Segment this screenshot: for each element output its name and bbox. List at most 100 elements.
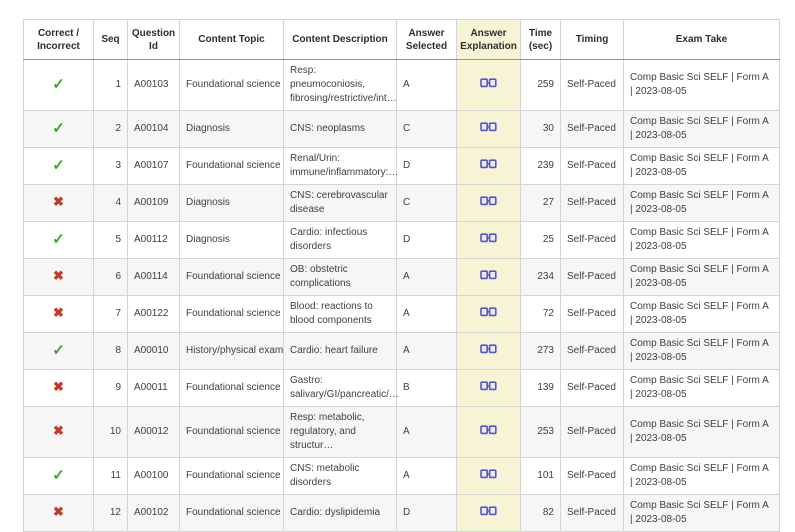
col-header-content-description: Content Description [283, 19, 397, 60]
answer-explanation-cell [456, 147, 521, 185]
question-id-cell: A00122 [127, 295, 180, 333]
answer-explanation-link-icon[interactable] [480, 380, 497, 391]
timing-cell: Self-Paced [560, 295, 624, 333]
answer-selected-cell: A [396, 406, 457, 458]
result-icon: ✖ [53, 423, 64, 438]
content-description-cell: CNS: neoplasms [283, 110, 397, 148]
answer-selected-cell: A [396, 457, 457, 495]
answer-explanation-link-icon[interactable] [480, 77, 497, 88]
answer-explanation-link-icon[interactable] [480, 505, 497, 516]
seq-cell: 12 [93, 494, 128, 532]
time-sec-cell: 25 [520, 221, 561, 259]
answer-explanation-link-icon[interactable] [480, 343, 497, 354]
timing-cell: Self-Paced [560, 369, 624, 407]
correct-incorrect-cell: ✓ [23, 147, 94, 185]
answer-explanation-cell [456, 295, 521, 333]
seq-cell: 9 [93, 369, 128, 407]
answer-explanation-link-icon[interactable] [480, 468, 497, 479]
result-icon: ✖ [53, 194, 64, 209]
answer-selected-cell: B [396, 369, 457, 407]
seq-cell: 4 [93, 184, 128, 222]
correct-incorrect-cell: ✓ [23, 221, 94, 259]
answer-explanation-cell [456, 110, 521, 148]
exam-take-cell: Comp Basic Sci SELF | Form A | 2023-08-0… [623, 406, 780, 458]
correct-incorrect-cell: ✖ [23, 295, 94, 333]
question-id-cell: A00010 [127, 332, 180, 370]
seq-cell: 7 [93, 295, 128, 333]
answer-selected-cell: D [396, 494, 457, 532]
answer-selected-cell: A [396, 332, 457, 370]
table-row: ✓ 1 A00103 Foundational science Resp: pn… [23, 59, 780, 111]
time-sec-cell: 72 [520, 295, 561, 333]
content-topic-cell: Diagnosis [179, 110, 284, 148]
content-topic-cell: Foundational science [179, 406, 284, 458]
answer-selected-cell: C [396, 110, 457, 148]
time-sec-cell: 82 [520, 494, 561, 532]
answer-explanation-cell [456, 184, 521, 222]
exam-take-cell: Comp Basic Sci SELF | Form A | 2023-08-0… [623, 494, 780, 532]
exam-take-cell: Comp Basic Sci SELF | Form A | 2023-08-0… [623, 147, 780, 185]
correct-incorrect-cell: ✓ [23, 332, 94, 370]
exam-take-cell: Comp Basic Sci SELF | Form A | 2023-08-0… [623, 332, 780, 370]
table-header: Correct / Incorrect Seq Question Id Cont… [23, 19, 780, 60]
correct-incorrect-cell: ✖ [23, 369, 94, 407]
content-description-cell: Renal/Urin: immune/inflammatory:… [283, 147, 398, 185]
col-header-exam-take: Exam Take [623, 19, 780, 60]
time-sec-cell: 27 [520, 184, 561, 222]
answer-explanation-link-icon[interactable] [480, 269, 497, 280]
answer-explanation-link-icon[interactable] [480, 306, 497, 317]
content-description-cell: Cardio: heart failure [283, 332, 397, 370]
seq-cell: 8 [93, 332, 128, 370]
timing-cell: Self-Paced [560, 258, 624, 296]
result-icon: ✖ [53, 504, 64, 519]
answer-explanation-link-icon[interactable] [480, 232, 497, 243]
answer-selected-cell: A [396, 59, 457, 111]
correct-incorrect-cell: ✓ [23, 59, 94, 111]
content-topic-cell: Foundational science [179, 494, 284, 532]
seq-cell: 10 [93, 406, 128, 458]
answer-explanation-link-icon[interactable] [480, 121, 497, 132]
question-id-cell: A00104 [127, 110, 180, 148]
time-sec-cell: 239 [520, 147, 561, 185]
content-description-cell: OB: obstetric complications [283, 258, 397, 296]
col-header-time-sec: Time (sec) [520, 19, 561, 60]
content-description-cell: CNS: metabolic disorders [283, 457, 397, 495]
col-header-content-topic: Content Topic [179, 19, 284, 60]
question-id-cell: A00114 [127, 258, 180, 296]
content-description-cell: CNS: cerebrovascular disease [283, 184, 397, 222]
answer-explanation-link-icon[interactable] [480, 424, 497, 435]
correct-incorrect-cell: ✓ [23, 110, 94, 148]
table-row: ✖ 4 A00109 Diagnosis CNS: cerebrovascula… [23, 184, 780, 222]
content-topic-cell: Foundational science [179, 457, 284, 495]
timing-cell: Self-Paced [560, 221, 624, 259]
seq-cell: 11 [93, 457, 128, 495]
content-description-cell: Blood: reactions to blood components [283, 295, 397, 333]
correct-incorrect-cell: ✖ [23, 406, 94, 458]
answer-explanation-cell [456, 221, 521, 259]
result-icon: ✓ [52, 466, 65, 484]
result-icon: ✓ [52, 75, 65, 93]
question-id-cell: A00012 [127, 406, 180, 458]
timing-cell: Self-Paced [560, 147, 624, 185]
exam-take-cell: Comp Basic Sci SELF | Form A | 2023-08-0… [623, 59, 780, 111]
timing-cell: Self-Paced [560, 494, 624, 532]
table-body: ✓ 1 A00103 Foundational science Resp: pn… [23, 59, 780, 532]
answer-explanation-cell [456, 494, 521, 532]
content-topic-cell: History/physical exam [179, 332, 284, 370]
answer-explanation-link-icon[interactable] [480, 158, 497, 169]
seq-cell: 5 [93, 221, 128, 259]
answer-selected-cell: A [396, 295, 457, 333]
exam-take-cell: Comp Basic Sci SELF | Form A | 2023-08-0… [623, 369, 780, 407]
content-topic-cell: Foundational science [179, 258, 284, 296]
answer-selected-cell: D [396, 221, 457, 259]
correct-incorrect-cell: ✓ [23, 457, 94, 495]
answer-explanation-cell [456, 369, 521, 407]
exam-take-cell: Comp Basic Sci SELF | Form A | 2023-08-0… [623, 258, 780, 296]
answer-explanation-link-icon[interactable] [480, 195, 497, 206]
seq-cell: 2 [93, 110, 128, 148]
col-header-answer-selected: Answer Selected [396, 19, 457, 60]
result-icon: ✖ [53, 305, 64, 320]
question-id-cell: A00102 [127, 494, 180, 532]
timing-cell: Self-Paced [560, 406, 624, 458]
time-sec-cell: 259 [520, 59, 561, 111]
